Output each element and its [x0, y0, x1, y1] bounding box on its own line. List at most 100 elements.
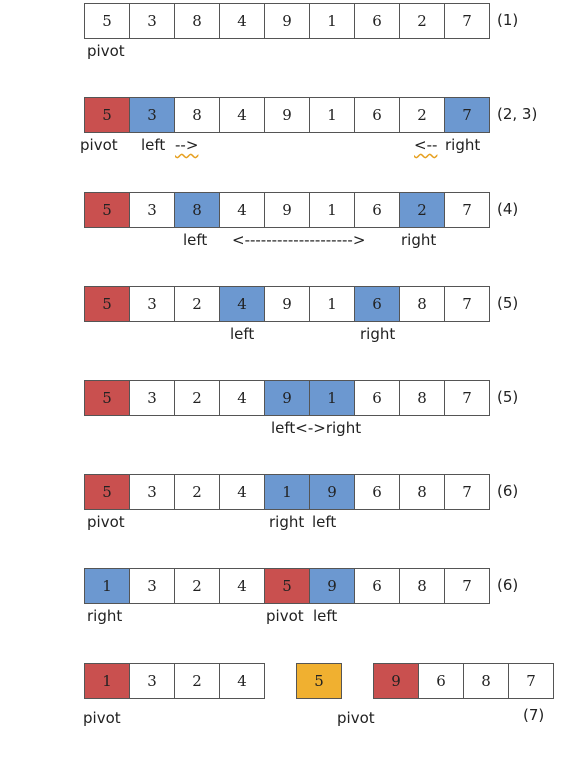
array-cell: 1: [309, 192, 355, 228]
array-cell: 1: [264, 474, 310, 510]
array-cell: 5: [264, 568, 310, 604]
step-number: (5): [497, 294, 519, 312]
array-cell: 3: [129, 380, 175, 416]
pointer-label: left: [183, 231, 208, 249]
array-cell: 2: [174, 380, 220, 416]
array-cell: 9: [309, 474, 355, 510]
array-cell: 5: [84, 3, 130, 39]
array-cell: 3: [129, 663, 175, 699]
pointer-label: pivot: [87, 513, 125, 531]
array-cell: 7: [444, 192, 490, 228]
step-number: (6): [497, 576, 519, 594]
pivot-label: pivot: [337, 709, 375, 727]
step-number: (6): [497, 482, 519, 500]
array-cell: 7: [444, 3, 490, 39]
array-cell: 1: [309, 380, 355, 416]
pointer-label: right: [269, 513, 305, 531]
array-cell: 5: [84, 192, 130, 228]
final-pivot: 5: [296, 663, 342, 699]
array-cell: 3: [129, 286, 175, 322]
array-cell: 7: [444, 474, 490, 510]
array-cell: 2: [399, 192, 445, 228]
array-cell: 9: [264, 192, 310, 228]
array-cell: 4: [219, 97, 265, 133]
array-cell: 4: [219, 286, 265, 322]
array-cell: 8: [399, 474, 445, 510]
array-cell: 8: [174, 192, 220, 228]
pointer-label: left: [312, 513, 337, 531]
array-cell: 3: [129, 192, 175, 228]
array-cell: 2: [174, 286, 220, 322]
array-cell: 2: [174, 568, 220, 604]
array-cell: 9: [264, 3, 310, 39]
pointer-label: left<->right: [271, 419, 362, 437]
step-number: (4): [497, 200, 519, 218]
array-cell: 4: [219, 568, 265, 604]
array-cell: 4: [219, 192, 265, 228]
pointer-label: left: [230, 325, 255, 343]
array-cell: 7: [444, 97, 490, 133]
array-cell: 1: [84, 568, 130, 604]
step-number: (1): [497, 11, 519, 29]
array-cell: 1: [84, 663, 130, 699]
array-cell: 9: [264, 380, 310, 416]
array-cell: 9: [309, 568, 355, 604]
array-cell: 9: [264, 97, 310, 133]
array-cell: 1: [309, 97, 355, 133]
array-cell: 6: [354, 97, 400, 133]
pointer-label: right: [401, 231, 437, 249]
array-cell: 8: [399, 568, 445, 604]
array-cell: 6: [418, 663, 464, 699]
pointer-label: -->: [175, 136, 199, 154]
array-cell: 3: [129, 97, 175, 133]
pointer-label: <-------------------->: [232, 231, 366, 249]
array-cell: 1: [309, 286, 355, 322]
pointer-label: pivot: [87, 42, 125, 60]
array-cell: 7: [444, 380, 490, 416]
array-cell: 4: [219, 3, 265, 39]
array-cell: 5: [296, 663, 342, 699]
array-cell: 8: [399, 286, 445, 322]
pointer-label: <--: [414, 136, 438, 154]
pointer-label: left: [141, 136, 166, 154]
array-cell: 2: [399, 97, 445, 133]
array-cell: 5: [84, 97, 130, 133]
array-cell: 5: [84, 474, 130, 510]
partition-gap: [342, 663, 373, 699]
array-cell: 5: [84, 380, 130, 416]
array-cell: 4: [219, 380, 265, 416]
pointer-label: right: [87, 607, 123, 625]
array-cell: 2: [174, 474, 220, 510]
array-cell: 8: [399, 380, 445, 416]
pointer-label: pivot: [80, 136, 118, 154]
array-cell: 7: [508, 663, 554, 699]
array-cell: 8: [463, 663, 509, 699]
partition-gap: [265, 663, 296, 699]
pointer-label: right: [445, 136, 481, 154]
array-cell: 8: [174, 3, 220, 39]
array-cell: 7: [444, 568, 490, 604]
array-cell: 6: [354, 380, 400, 416]
pivot-label: pivot: [83, 709, 121, 727]
array-cell: 3: [129, 568, 175, 604]
step-number: (5): [497, 388, 519, 406]
array-cell: 6: [354, 3, 400, 39]
array-cell: 1: [309, 3, 355, 39]
array-cell: 6: [354, 568, 400, 604]
array-cell: 6: [354, 192, 400, 228]
array-cell: 6: [354, 474, 400, 510]
array-cell: 3: [129, 3, 175, 39]
pointer-label: pivot: [266, 607, 304, 625]
array-cell: 4: [219, 474, 265, 510]
step-number: (2, 3): [497, 105, 538, 123]
